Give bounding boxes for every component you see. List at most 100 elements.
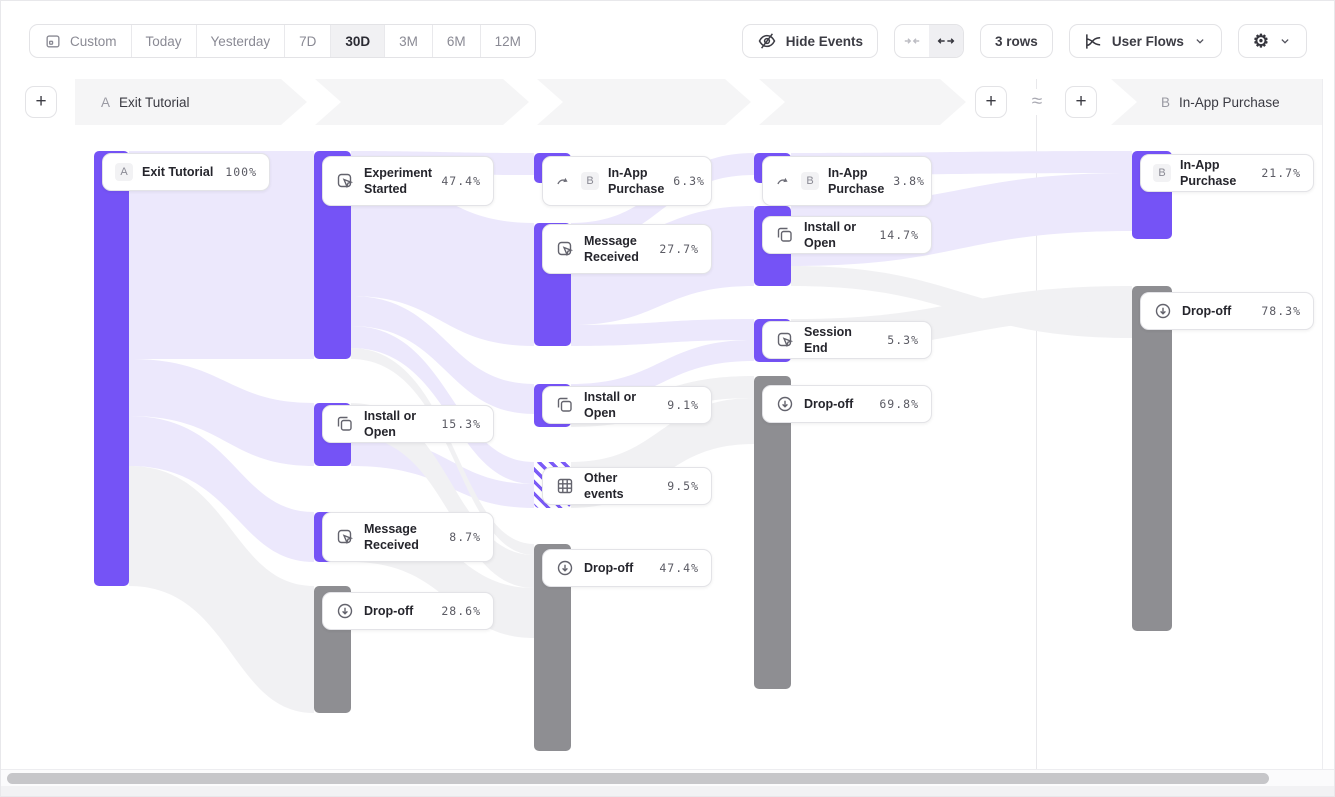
toolbar: Custom Today Yesterday 7D 30D 3M 6M 12M …	[1, 1, 1334, 75]
node-percent: 21.7%	[1261, 166, 1301, 180]
eye-off-icon	[757, 31, 777, 51]
node-percent: 9.1%	[667, 398, 699, 412]
date-range-6m[interactable]: 6M	[433, 25, 481, 57]
node-card-message-received-2[interactable]: Message Received 8.7%	[322, 512, 494, 562]
view-type-label: User Flows	[1111, 33, 1184, 49]
bottom-gutter	[1, 786, 1334, 796]
node-label: Install or Open	[584, 389, 637, 420]
node-percent: 100%	[225, 165, 257, 179]
node-card-dropoff-2[interactable]: Drop-off 28.6%	[322, 592, 494, 630]
node-percent: 28.6%	[441, 604, 481, 618]
node-label: In-App Purchase	[1180, 157, 1237, 188]
node-card-dropoff-4[interactable]: Drop-off 69.8%	[762, 385, 932, 423]
view-type-dropdown[interactable]: User Flows	[1068, 24, 1222, 58]
node-percent: 3.8%	[893, 174, 925, 188]
calendar-icon	[44, 32, 62, 50]
node-percent: 9.5%	[667, 479, 699, 493]
flow-a-band-segment	[75, 79, 307, 125]
chevron-down-icon	[1278, 34, 1292, 48]
flow-a-label: Exit Tutorial	[119, 94, 190, 110]
node-card-install-or-open-3[interactable]: Install or Open 9.1%	[542, 386, 712, 424]
node-card-inapp-purchase-4[interactable]: B In-App Purchase 3.8%	[762, 156, 932, 206]
node-label: Drop-off	[584, 560, 634, 575]
node-card-inapp-purchase-3[interactable]: B In-App Purchase 6.3%	[542, 156, 712, 206]
flow-bar-dropoff-4[interactable]	[754, 376, 791, 689]
node-card-other-events[interactable]: Other events 9.5%	[542, 467, 712, 505]
date-range-label: Custom	[70, 33, 117, 49]
node-label: Other events	[584, 470, 624, 501]
rows-button[interactable]: 3 rows	[980, 24, 1053, 58]
node-percent: 47.4%	[659, 561, 699, 575]
flows-divider	[1036, 79, 1037, 769]
date-range-today[interactable]: Today	[132, 25, 197, 57]
node-card-exit-tutorial[interactable]: A Exit Tutorial 100%	[102, 153, 270, 191]
node-card-session-end[interactable]: Session End 5.3%	[762, 321, 932, 359]
expand-columns-button[interactable]	[929, 25, 964, 57]
node-percent: 69.8%	[879, 397, 919, 411]
date-range-selector: Custom Today Yesterday 7D 30D 3M 6M 12M	[29, 24, 536, 58]
copy-icon	[775, 225, 795, 245]
node-card-experiment-started[interactable]: Experiment Started 47.4%	[322, 156, 494, 206]
node-label: Install or Open	[364, 408, 417, 439]
settings-dropdown[interactable]: ⚙	[1237, 24, 1307, 58]
node-card-dropoff-3[interactable]: Drop-off 47.4%	[542, 549, 712, 587]
flow-a-band-segment	[537, 79, 751, 125]
node-percent: 5.3%	[887, 333, 919, 347]
rows-label: 3 rows	[995, 33, 1038, 49]
canvas-right-edge	[1322, 79, 1323, 769]
horizontal-scrollbar-thumb[interactable]	[7, 773, 1269, 784]
node-card-inapp-purchase-b[interactable]: B In-App Purchase 21.7%	[1140, 154, 1314, 192]
flow-a-header[interactable]: A Exit Tutorial	[75, 79, 966, 125]
add-step-right-button[interactable]: +	[1065, 86, 1097, 118]
node-card-install-or-open-2[interactable]: Install or Open 15.3%	[322, 405, 494, 443]
date-range-yesterday[interactable]: Yesterday	[197, 25, 286, 57]
node-card-message-received-3[interactable]: Message Received 27.7%	[542, 224, 712, 274]
node-percent: 14.7%	[879, 228, 919, 242]
node-label: In-App Purchase	[828, 165, 885, 196]
date-range-7d[interactable]: 7D	[285, 25, 332, 57]
node-percent: 15.3%	[441, 417, 481, 431]
copy-icon	[555, 395, 575, 415]
chevron-down-icon	[1193, 34, 1207, 48]
node-label: Exit Tutorial	[142, 164, 214, 179]
date-range-3m[interactable]: 3M	[385, 25, 433, 57]
flow-ref-arrow-icon	[555, 173, 572, 190]
gear-icon: ⚙	[1252, 31, 1269, 51]
date-range-custom[interactable]: Custom	[30, 25, 132, 57]
flow-b-title: B In-App Purchase	[1161, 79, 1280, 125]
node-percent: 47.4%	[441, 174, 481, 188]
node-label: Session End	[804, 324, 852, 355]
event-click-icon	[775, 330, 795, 350]
flow-b-header[interactable]	[1111, 79, 1322, 125]
node-card-install-or-open-4[interactable]: Install or Open 14.7%	[762, 216, 932, 254]
hide-events-label: Hide Events	[785, 33, 864, 49]
node-label: In-App Purchase	[608, 165, 665, 196]
collapse-columns-button[interactable]	[895, 25, 929, 57]
arrows-outward-icon	[937, 38, 955, 44]
flow-bar-exit-tutorial[interactable]	[94, 151, 129, 586]
hide-events-button[interactable]: Hide Events	[741, 24, 879, 58]
node-badge: A	[115, 163, 133, 181]
dropoff-icon	[1153, 301, 1173, 321]
toolbar-right: Hide Events 3 rows	[741, 24, 1307, 58]
flow-ref-arrow-icon	[775, 173, 792, 190]
horizontal-scrollbar-track	[1, 769, 1334, 786]
flow-a-band-segment	[315, 79, 529, 125]
node-card-dropoff-b[interactable]: Drop-off 78.3%	[1140, 292, 1314, 330]
dropoff-icon	[555, 558, 575, 578]
flow-a-title: A Exit Tutorial	[101, 79, 190, 125]
node-label: Drop-off	[1182, 303, 1232, 318]
date-range-30d-active[interactable]: 30D	[331, 25, 386, 57]
approx-join-icon[interactable]: ≈	[1023, 89, 1051, 115]
dropoff-icon	[335, 601, 355, 621]
flow-b-label: In-App Purchase	[1179, 94, 1280, 110]
add-step-left-button[interactable]: +	[25, 86, 57, 118]
event-click-icon	[335, 527, 355, 547]
date-range-12m[interactable]: 12M	[494, 33, 521, 49]
node-label: Install or Open	[804, 219, 857, 250]
flow-bar-dropoff-b[interactable]	[1132, 286, 1172, 631]
add-step-middle-button[interactable]: +	[975, 86, 1007, 118]
node-label: Drop-off	[804, 396, 854, 411]
event-click-icon	[555, 239, 575, 259]
node-percent: 8.7%	[449, 530, 481, 544]
